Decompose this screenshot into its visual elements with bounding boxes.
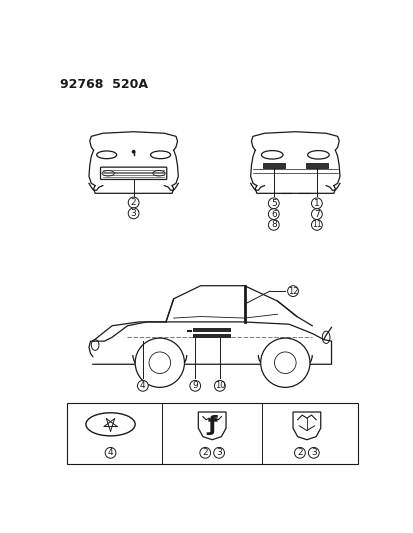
Circle shape (213, 447, 224, 458)
Text: 3: 3 (310, 448, 316, 457)
Text: 10: 10 (214, 381, 225, 390)
Circle shape (135, 338, 184, 387)
Text: 2: 2 (131, 198, 136, 207)
Text: 3: 3 (131, 209, 136, 218)
Circle shape (214, 381, 225, 391)
Text: 92768  520A: 92768 520A (60, 78, 148, 91)
Text: 6: 6 (270, 209, 276, 219)
Polygon shape (292, 412, 320, 440)
Text: 1: 1 (313, 199, 319, 208)
Polygon shape (93, 322, 331, 364)
Text: 3: 3 (216, 448, 221, 457)
Circle shape (190, 381, 200, 391)
Text: 2: 2 (202, 448, 208, 457)
FancyBboxPatch shape (305, 163, 327, 168)
Circle shape (131, 150, 135, 154)
Circle shape (137, 381, 148, 391)
Text: 8: 8 (270, 220, 276, 229)
Circle shape (268, 198, 278, 209)
Polygon shape (198, 412, 225, 440)
Circle shape (199, 447, 210, 458)
Circle shape (128, 208, 139, 219)
Circle shape (268, 220, 278, 230)
Circle shape (308, 447, 318, 458)
Circle shape (260, 338, 309, 387)
Circle shape (294, 447, 305, 458)
Text: 9: 9 (192, 381, 198, 390)
Text: 11: 11 (311, 220, 321, 229)
FancyBboxPatch shape (192, 334, 231, 338)
Circle shape (311, 198, 321, 209)
Text: 4: 4 (107, 448, 113, 457)
Text: 2: 2 (297, 448, 302, 457)
Text: 4: 4 (140, 381, 145, 390)
Circle shape (128, 197, 139, 208)
Circle shape (311, 209, 321, 220)
Circle shape (268, 209, 278, 220)
Circle shape (287, 286, 298, 296)
FancyBboxPatch shape (262, 163, 284, 168)
Circle shape (105, 447, 116, 458)
FancyBboxPatch shape (192, 328, 231, 332)
Ellipse shape (85, 413, 135, 436)
Circle shape (311, 220, 321, 230)
Text: 12: 12 (287, 287, 297, 296)
Text: 7: 7 (313, 209, 319, 219)
Text: ƒ: ƒ (207, 415, 216, 435)
Text: 5: 5 (270, 199, 276, 208)
